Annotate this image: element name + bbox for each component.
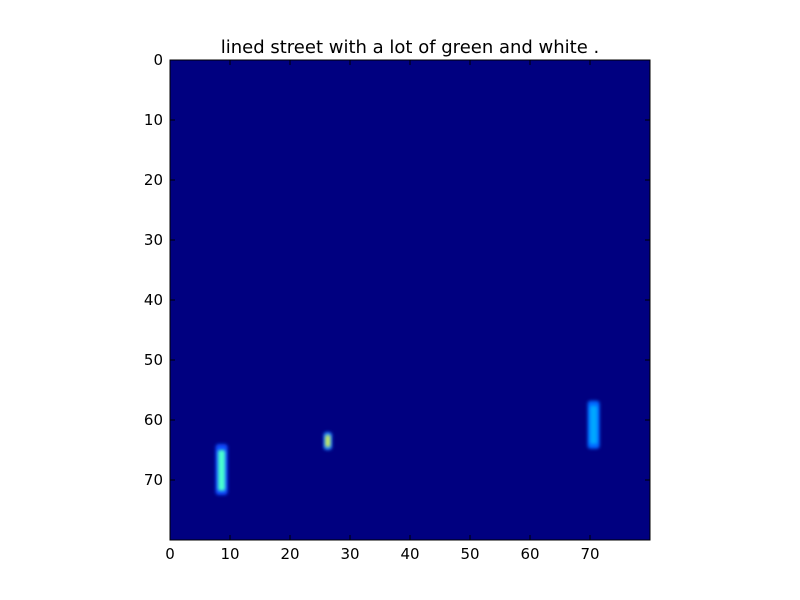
x-tick-label: 60 bbox=[520, 545, 539, 563]
plot-area bbox=[170, 60, 650, 540]
x-tick-label: 30 bbox=[340, 545, 359, 563]
y-tick-label: 20 bbox=[144, 171, 163, 189]
y-tick-label: 30 bbox=[144, 231, 163, 249]
x-tick-label: 20 bbox=[280, 545, 299, 563]
heatmap-blob-right-bar-core bbox=[590, 405, 598, 444]
y-tick-label: 70 bbox=[144, 471, 163, 489]
y-tick-label: 10 bbox=[144, 111, 163, 129]
y-tick-label: 40 bbox=[144, 291, 163, 309]
x-tick-label: 40 bbox=[400, 545, 419, 563]
heatmap-background bbox=[170, 60, 650, 540]
x-tick-label: 0 bbox=[165, 545, 175, 563]
y-tick-label: 50 bbox=[144, 351, 163, 369]
axes: 0 10 20 30 40 50 60 70 0 10 20 30 40 50 60 70 bbox=[144, 51, 651, 563]
y-tick-label: 0 bbox=[153, 51, 163, 69]
x-tick-label: 70 bbox=[580, 545, 599, 563]
y-tick-label: 60 bbox=[144, 411, 163, 429]
x-tick-label: 50 bbox=[460, 545, 479, 563]
chart-title: lined street with a lot of green and whi… bbox=[221, 37, 600, 58]
heatmap-blob-left-bar-core bbox=[218, 450, 226, 491]
x-tick-label: 10 bbox=[220, 545, 239, 563]
heatmap-blob-middle-dots-core bbox=[325, 435, 331, 447]
